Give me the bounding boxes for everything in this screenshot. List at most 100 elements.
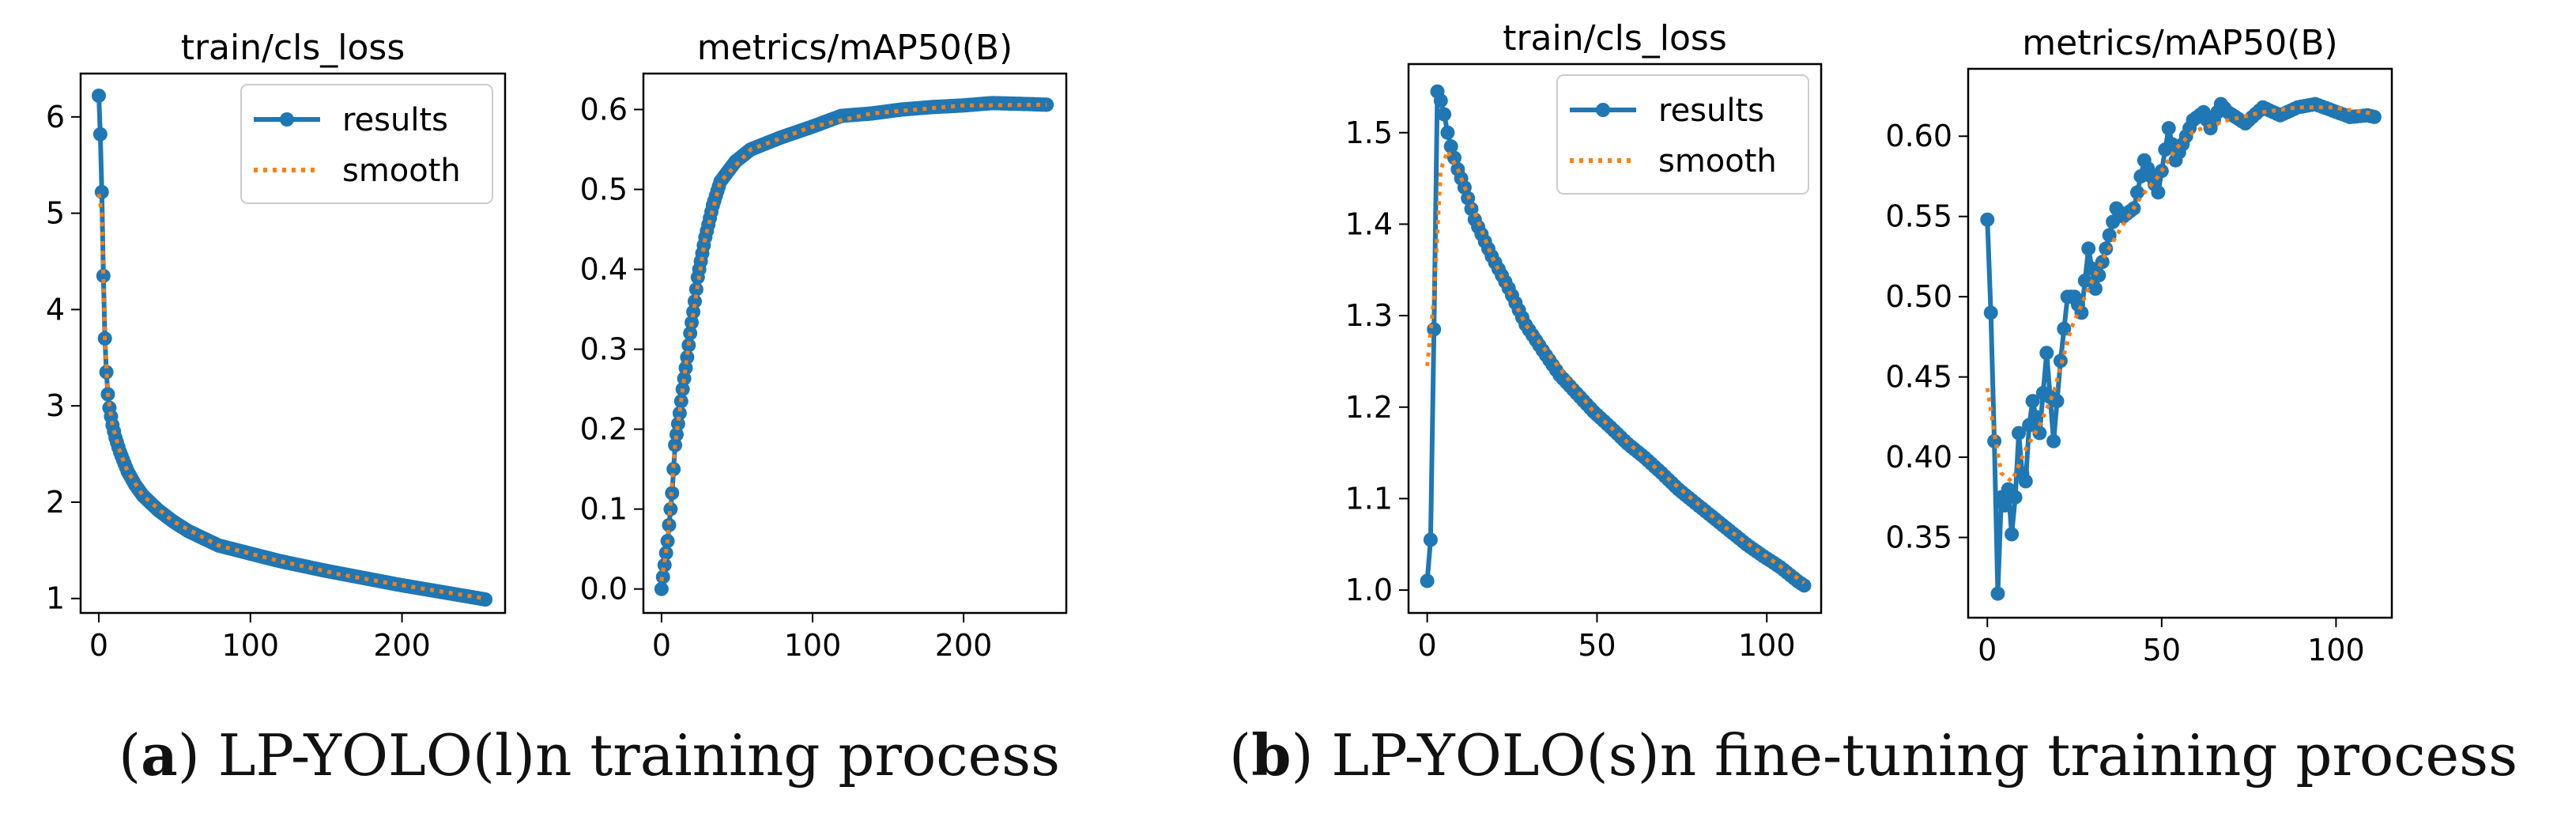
data-point-results — [2151, 185, 2166, 200]
legend-label-results: results — [1658, 93, 1764, 129]
x-tick-label: 50 — [1578, 628, 1616, 663]
data-point-results — [99, 365, 114, 380]
y-tick-label: 0.45 — [1885, 360, 1952, 395]
data-point-results — [94, 184, 109, 199]
plot-area — [654, 96, 1054, 596]
data-point-results — [2029, 410, 2043, 425]
y-tick-label: 0.5 — [580, 172, 628, 207]
data-point-results — [2091, 268, 2106, 283]
x-tick-label: 100 — [784, 628, 842, 663]
y-tick-label: 0.6 — [580, 92, 628, 127]
y-tick-label: 0.55 — [1885, 199, 1952, 234]
data-point-results — [2050, 394, 2065, 409]
chart-1: train/cls_loss 0 100 200 1 2 3 4 5 6 results smooth — [46, 28, 507, 663]
chart-title: metrics/mAP50(B) — [2022, 23, 2337, 63]
series-line-smooth — [96, 193, 486, 601]
data-point-results — [678, 361, 693, 376]
data-point-results — [1433, 93, 1448, 108]
data-point-results — [2367, 109, 2382, 124]
legend-label-results: results — [342, 102, 448, 138]
plot-area — [92, 89, 493, 607]
legend-box — [1556, 74, 1809, 195]
x-tick-label: 100 — [2307, 633, 2365, 668]
chart-2: metrics/mAP50(B) 0 100 200 0.0 0.1 0.2 0.3 0.4 0.… — [580, 28, 1068, 663]
data-point-results — [1443, 139, 1458, 154]
data-point-results — [1464, 202, 1479, 217]
y-tick-label: 0.2 — [580, 412, 628, 447]
data-point-results — [680, 350, 695, 365]
y-tick-label: 1.0 — [1345, 573, 1393, 607]
chart-title: train/cls_loss — [1503, 18, 1727, 59]
axes-frame — [79, 72, 507, 615]
data-point-results — [92, 89, 106, 103]
data-point-results — [654, 581, 669, 596]
y-tick-label: 1.3 — [1345, 298, 1393, 333]
legend-marker-results — [280, 112, 294, 127]
data-point-results — [1797, 578, 1812, 593]
y-tick-label: 5 — [46, 196, 65, 231]
data-point-results — [685, 315, 700, 330]
data-point-results — [2081, 241, 2096, 256]
chart-title: train/cls_loss — [181, 28, 405, 68]
chart-title: metrics/mAP50(B) — [697, 28, 1013, 68]
data-point-results — [1423, 532, 1438, 547]
data-point-results — [2161, 121, 2176, 136]
y-tick-label: 0.1 — [580, 492, 628, 527]
plot-area — [1980, 96, 2382, 601]
data-point-results — [92, 127, 107, 142]
axes-frame — [642, 72, 1068, 615]
series-line-smooth — [1425, 146, 1805, 584]
data-point-results — [2012, 426, 2026, 441]
data-point-results — [670, 416, 685, 431]
legend: results smooth — [240, 84, 493, 204]
x-tick-label: 0 — [1978, 633, 1997, 668]
x-tick-label: 0 — [652, 628, 671, 663]
data-point-results — [2057, 321, 2072, 336]
legend-box — [240, 84, 493, 204]
data-point-results — [2025, 394, 2040, 409]
data-point-results — [2032, 426, 2047, 441]
x-tick-label: 200 — [373, 628, 431, 663]
y-tick-label: 1.2 — [1345, 390, 1393, 425]
data-point-results — [686, 304, 701, 320]
data-point-results — [662, 517, 677, 532]
legend-marker-results — [1596, 103, 1610, 117]
y-tick-label: 3 — [46, 388, 65, 423]
y-tick-label: 1 — [46, 581, 65, 616]
data-point-results — [688, 282, 703, 297]
y-tick-label: 2 — [46, 485, 65, 520]
plot-area — [1420, 84, 1812, 593]
data-point-results — [1980, 212, 1995, 227]
y-tick-label: 1.4 — [1345, 206, 1393, 241]
x-tick-label: 200 — [935, 628, 993, 663]
caption-b: (b) LP-YOLO(s)n fine-tuning training pro… — [1229, 721, 2518, 789]
data-point-results — [663, 501, 678, 516]
x-tick-label: 0 — [1418, 628, 1437, 663]
caption-a-text: LP-YOLO(l)n training process — [217, 722, 1061, 789]
chart-3: train/cls_loss 0 50 100 1.0 1.1 1.2 1.3 1.4 1.5 re… — [1345, 18, 1823, 663]
legend-label-smooth: smooth — [1658, 143, 1777, 180]
data-point-results — [655, 569, 670, 584]
y-tick-label: 1.1 — [1345, 481, 1393, 516]
caption-a-letter: a — [141, 721, 178, 789]
y-tick-label: 0.3 — [580, 332, 628, 367]
caption-a: (a) LP-YOLO(l)n training process — [119, 721, 1061, 789]
data-point-results — [2088, 282, 2103, 296]
data-point-results — [2005, 527, 2020, 542]
y-tick-label: 4 — [46, 292, 65, 327]
data-point-results — [2077, 273, 2092, 288]
data-point-results — [677, 371, 692, 386]
data-point-results — [1420, 573, 1435, 588]
x-tick-label: 100 — [222, 628, 280, 663]
y-tick-label: 1.5 — [1345, 115, 1393, 150]
axes-frame — [1967, 67, 2393, 619]
data-point-results — [672, 406, 687, 421]
series-line-smooth — [1985, 105, 2375, 485]
y-tick-label: 0.60 — [1885, 119, 1952, 153]
data-point-results — [669, 427, 684, 442]
x-tick-label: 100 — [1738, 628, 1796, 663]
data-point-results — [2130, 185, 2144, 200]
y-tick-label: 6 — [46, 100, 65, 134]
series-line-smooth — [659, 102, 1047, 581]
